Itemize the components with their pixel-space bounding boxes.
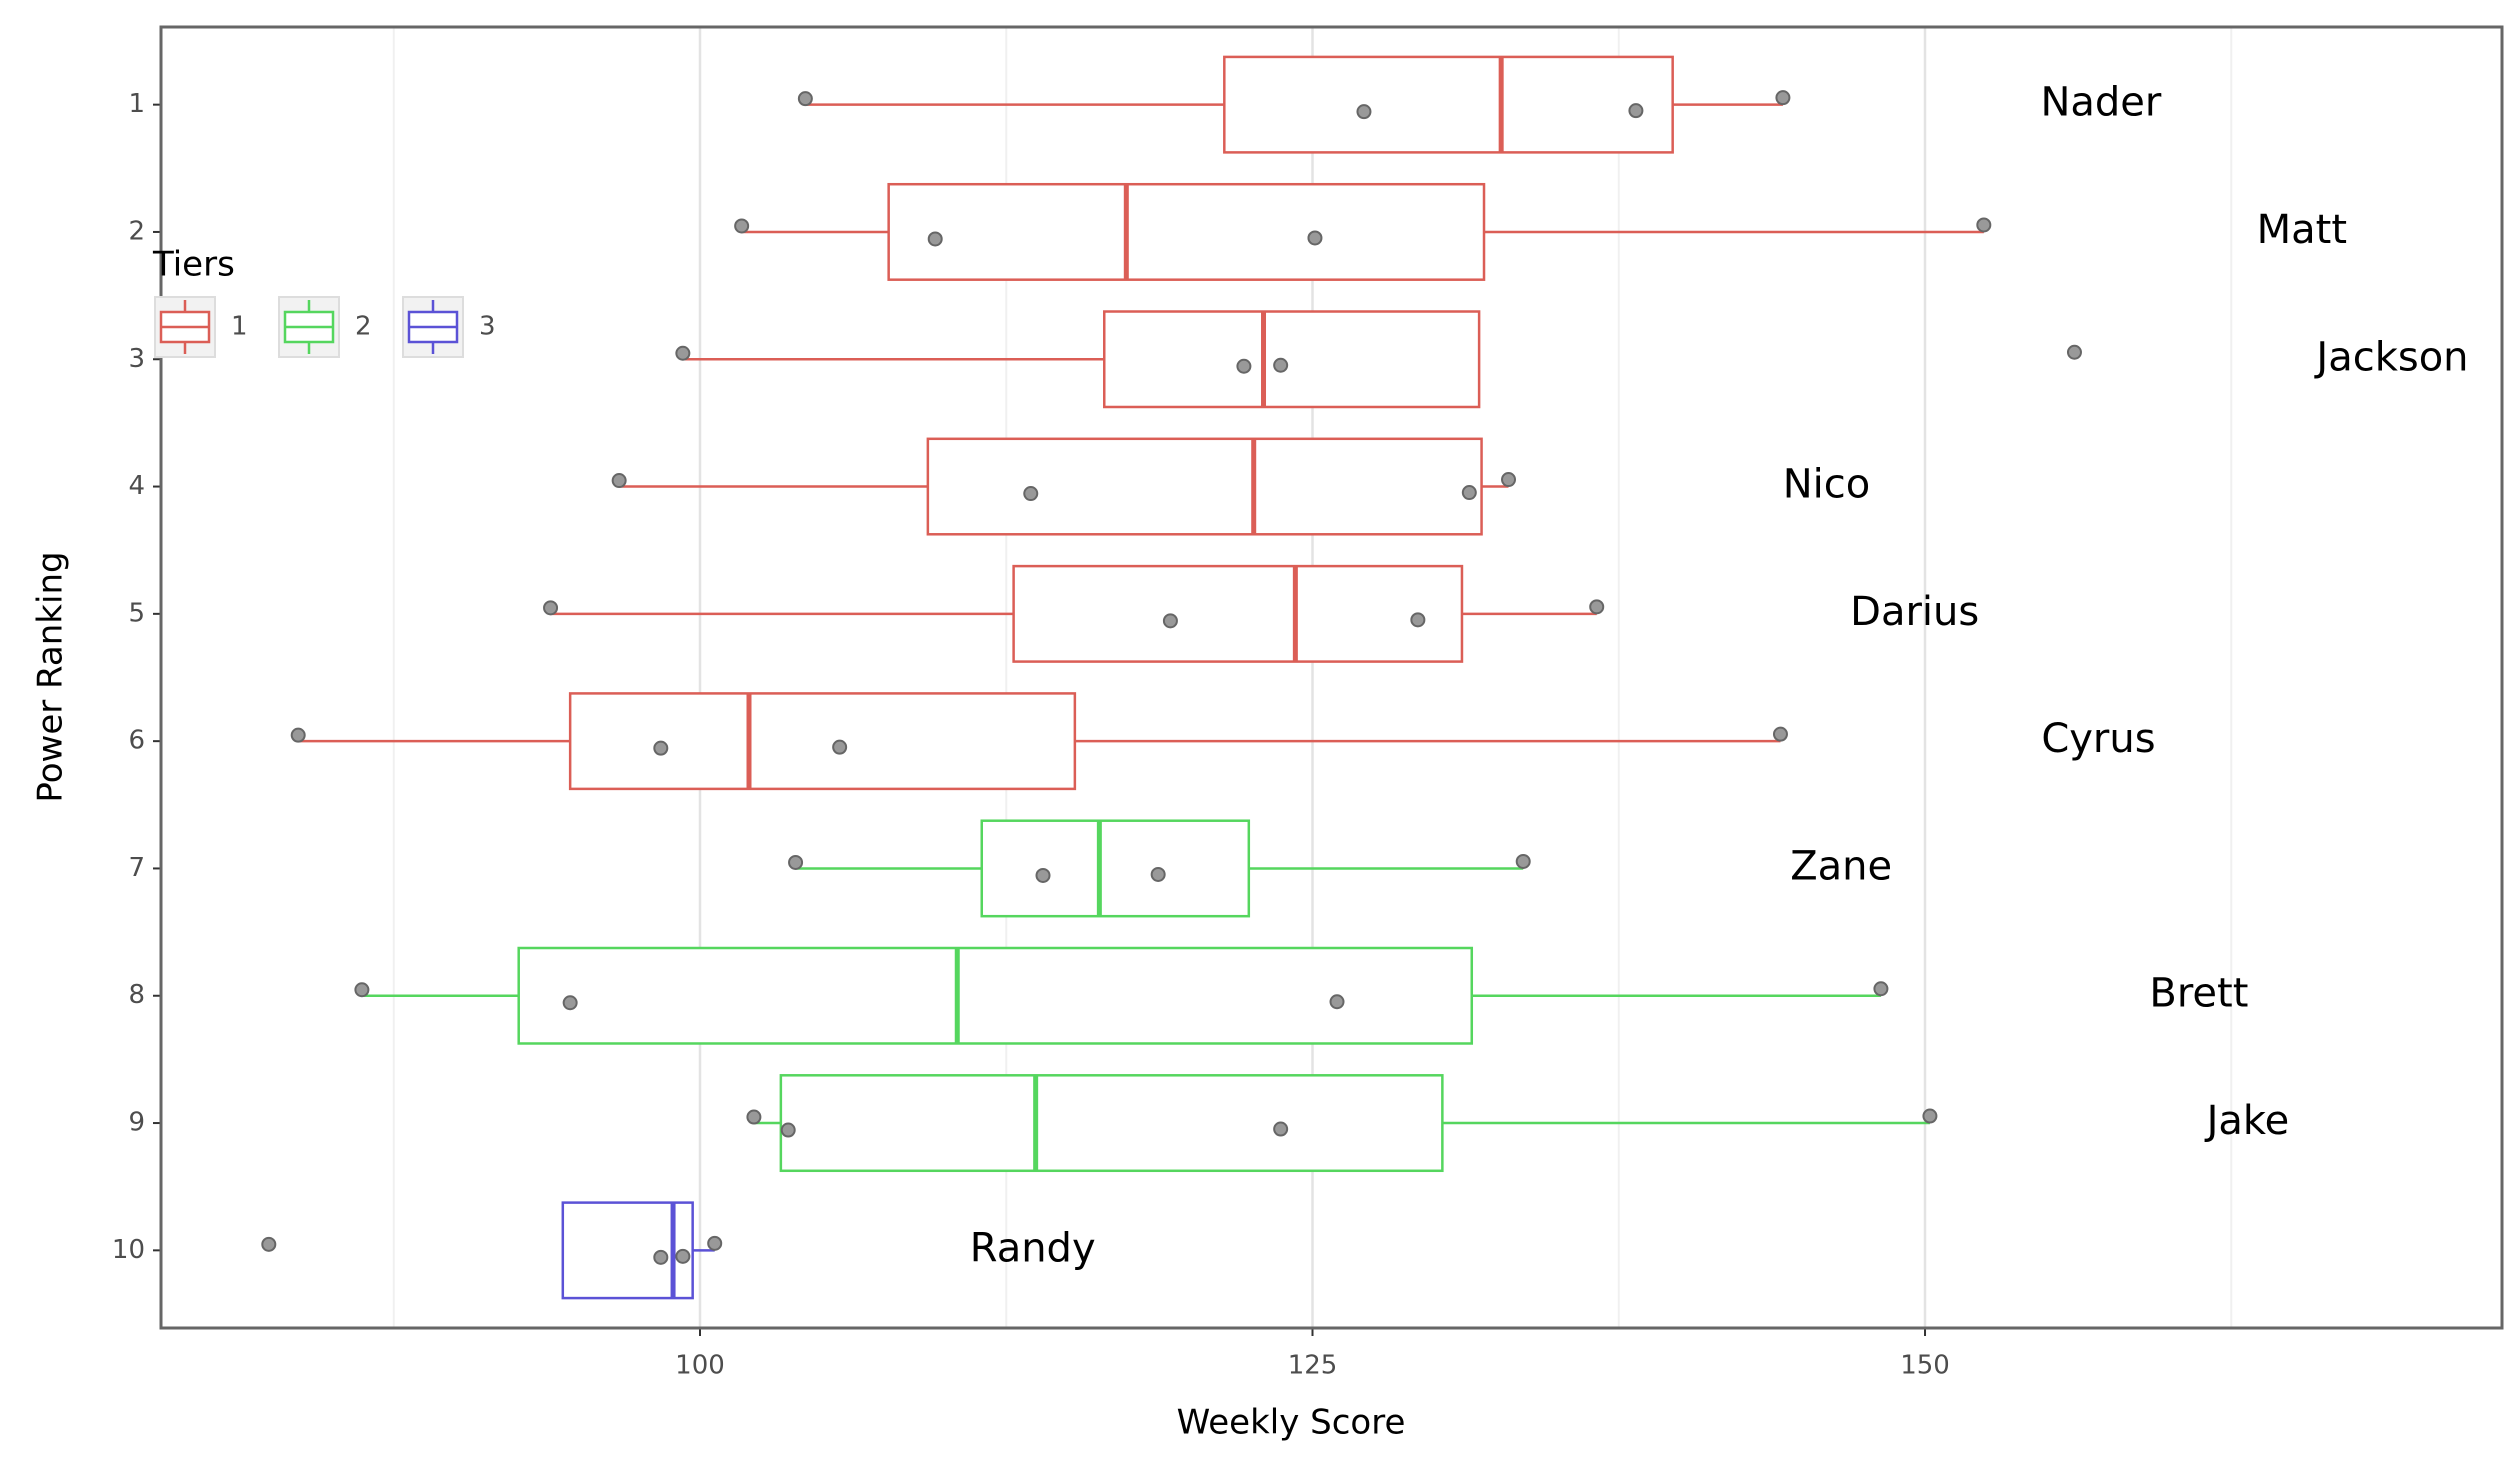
point <box>1873 981 1889 997</box>
point <box>1589 599 1605 615</box>
point <box>788 854 804 870</box>
point <box>1035 867 1051 883</box>
point <box>611 473 627 489</box>
box-group: Zane <box>788 819 1892 918</box>
point <box>1162 613 1178 629</box>
box-group: Jackson <box>675 310 2469 409</box>
point <box>653 1249 669 1265</box>
player-label: Nader <box>2040 80 2161 126</box>
box <box>926 437 1483 536</box>
box-group: Darius <box>543 564 1979 663</box>
point <box>2066 344 2082 360</box>
player-label: Jackson <box>2313 334 2468 380</box>
box-group: Nader <box>797 55 2162 154</box>
point <box>734 218 750 234</box>
box <box>1223 55 1674 154</box>
box <box>980 819 1251 918</box>
point <box>832 739 848 755</box>
y-tick-label: 4 <box>128 471 145 501</box>
box <box>1012 564 1464 663</box>
box-group: Brett <box>354 946 2248 1045</box>
x-tick-label: 100 <box>675 1351 725 1381</box>
y-tick-label: 7 <box>128 853 145 883</box>
box <box>887 182 1486 281</box>
player-label: Brett <box>2149 971 2248 1017</box>
point <box>707 1235 723 1251</box>
box-group: Randy <box>261 1201 1096 1300</box>
player-label: Randy <box>970 1225 1096 1271</box>
box <box>1103 310 1481 409</box>
x-axis-title: Weekly Score <box>1177 1403 1406 1443</box>
box-group: Cyrus <box>290 692 2156 791</box>
player-label: Cyrus <box>2041 716 2155 762</box>
point <box>1273 357 1289 373</box>
legend-label: 1 <box>231 312 248 342</box>
y-tick-label: 5 <box>128 598 145 628</box>
y-tick-label: 3 <box>128 344 145 374</box>
player-label: Zane <box>1790 843 1892 889</box>
point <box>1461 485 1477 501</box>
point <box>797 91 813 107</box>
y-tick-label: 2 <box>128 216 145 246</box>
box-group: Jake <box>746 1074 2290 1173</box>
point <box>290 727 306 743</box>
point <box>1023 486 1039 502</box>
x-tick-label: 125 <box>1288 1351 1338 1381</box>
player-label: Darius <box>1850 589 1979 635</box>
y-axis-title: Power Ranking <box>31 551 71 802</box>
point <box>1501 472 1517 488</box>
point <box>354 982 370 998</box>
point <box>1356 104 1372 120</box>
point <box>675 345 691 361</box>
player-label: Jake <box>2204 1098 2290 1144</box>
point <box>1775 90 1791 106</box>
point <box>1273 1121 1289 1137</box>
player-label: Matt <box>2257 207 2347 253</box>
point <box>562 995 578 1011</box>
point <box>1922 1108 1938 1124</box>
point <box>1329 994 1345 1010</box>
point <box>746 1109 762 1125</box>
y-tick-label: 1 <box>128 89 145 119</box>
x-tick-label: 150 <box>1900 1351 1950 1381</box>
y-tick-label: 8 <box>128 980 145 1010</box>
legend-label: 3 <box>479 312 496 342</box>
point <box>653 740 669 756</box>
legend-title: Tiers <box>152 245 235 285</box>
box-group: Matt <box>734 182 2347 281</box>
point <box>1307 230 1323 246</box>
y-tick-label: 6 <box>128 726 145 756</box>
player-label: Nico <box>1783 462 1871 508</box>
point <box>780 1122 796 1138</box>
box <box>517 946 1474 1045</box>
point <box>927 231 943 247</box>
point <box>1515 853 1531 869</box>
y-tick-label: 10 <box>112 1235 145 1265</box>
point <box>543 600 559 616</box>
box-group: Nico <box>611 437 1871 536</box>
y-tick-label: 9 <box>128 1108 145 1138</box>
box <box>779 1074 1444 1173</box>
point <box>1236 358 1252 374</box>
point <box>1976 217 1992 233</box>
point <box>1410 612 1426 628</box>
point <box>1150 866 1166 882</box>
box <box>568 692 1077 791</box>
point <box>1628 103 1644 119</box>
point <box>1772 726 1788 742</box>
legend-label: 2 <box>355 312 372 342</box>
panel-border <box>159 25 2504 1330</box>
point <box>261 1236 277 1252</box>
point <box>675 1248 691 1264</box>
